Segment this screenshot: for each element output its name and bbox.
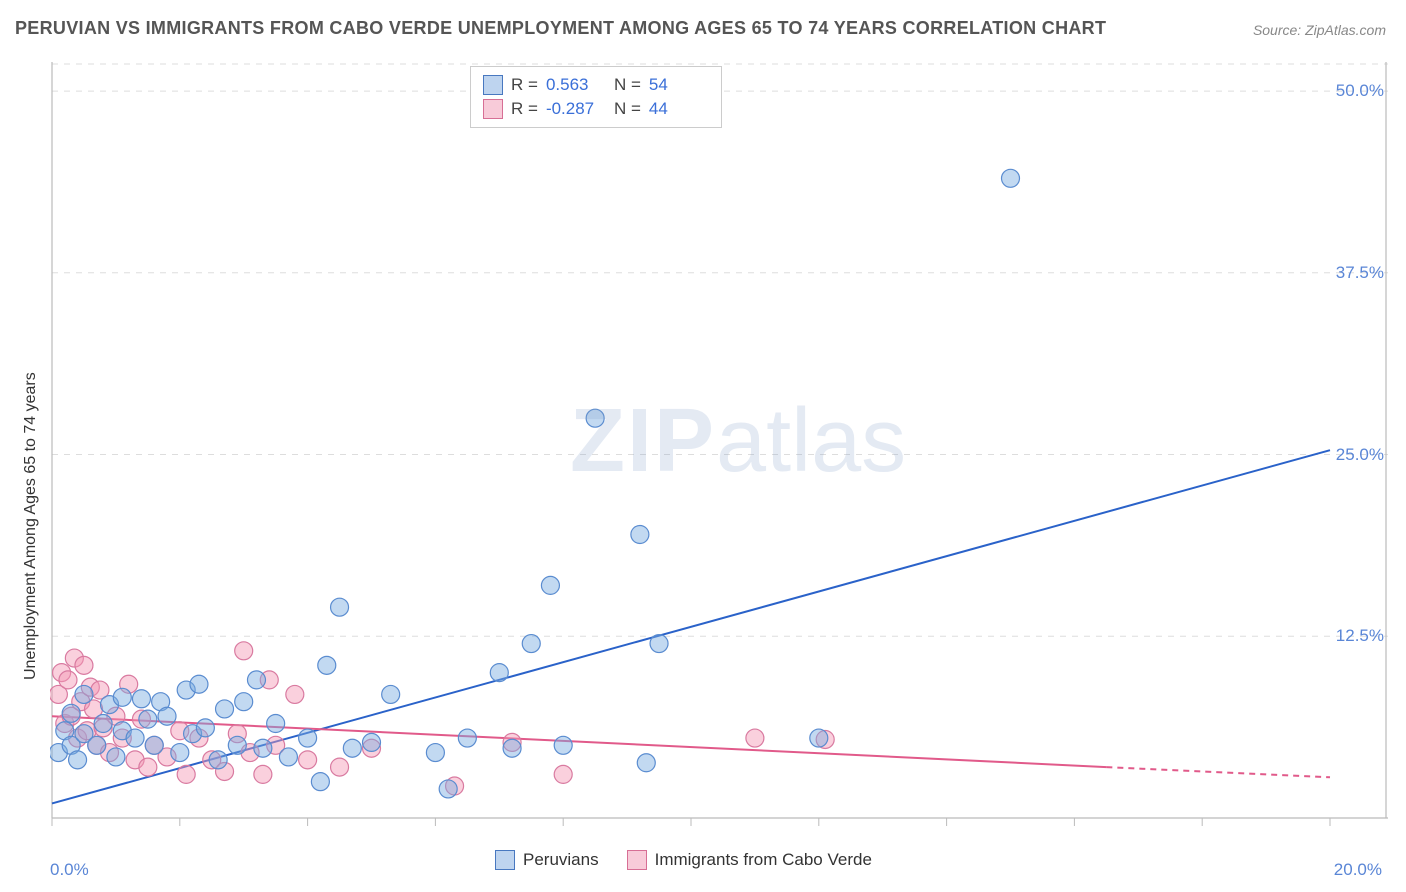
legend-label: Immigrants from Cabo Verde <box>655 850 872 870</box>
series-legend: Peruvians Immigrants from Cabo Verde <box>495 850 872 870</box>
stats-row-peruvians: R = 0.563 N = 54 <box>483 73 709 97</box>
y-axis-label: Unemployment Among Ages 65 to 74 years <box>22 372 40 680</box>
chart-title: PERUVIAN VS IMMIGRANTS FROM CABO VERDE U… <box>15 18 1106 39</box>
swatch-blue-icon <box>483 75 503 95</box>
correlation-stats-box: R = 0.563 N = 54 R = -0.287 N = 44 <box>470 66 722 128</box>
y-tick-label: 50.0% <box>1336 81 1384 101</box>
legend-label: Peruvians <box>523 850 599 870</box>
source-credit: Source: ZipAtlas.com <box>1253 22 1386 38</box>
y-tick-label: 37.5% <box>1336 263 1384 283</box>
swatch-pink-icon <box>483 99 503 119</box>
y-tick-label: 12.5% <box>1336 626 1384 646</box>
legend-item-peruvians: Peruvians <box>495 850 599 870</box>
legend-item-cabo-verde: Immigrants from Cabo Verde <box>627 850 872 870</box>
scatter-plot <box>50 58 1390 848</box>
swatch-pink-icon <box>627 850 647 870</box>
y-tick-label: 25.0% <box>1336 445 1384 465</box>
swatch-blue-icon <box>495 850 515 870</box>
x-axis-max-label: 20.0% <box>1334 860 1382 880</box>
x-axis-min-label: 0.0% <box>50 860 89 880</box>
stats-row-cabo-verde: R = -0.287 N = 44 <box>483 97 709 121</box>
